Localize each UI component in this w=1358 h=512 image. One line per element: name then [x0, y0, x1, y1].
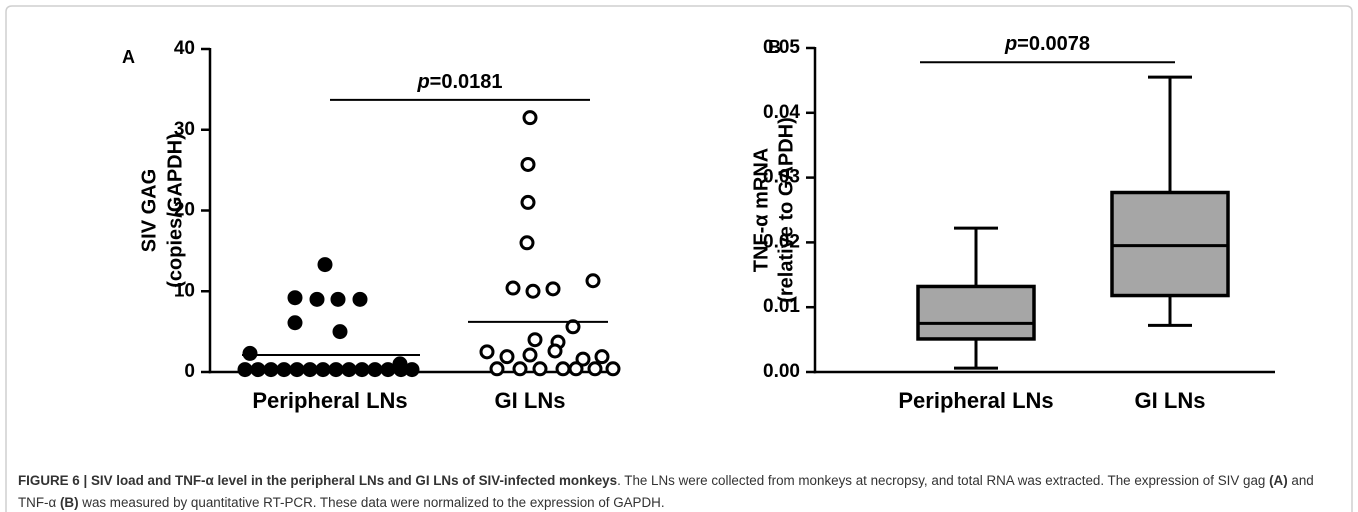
y-tick-label: 0.04	[763, 102, 800, 123]
data-point	[317, 257, 333, 273]
data-point	[520, 156, 536, 172]
data-point	[287, 315, 303, 331]
data-point	[404, 362, 420, 378]
y-tick-label: 0.02	[763, 231, 800, 252]
data-point	[545, 281, 561, 297]
x-tick-label: GI LNs	[1135, 388, 1206, 413]
x-tick-label: Peripheral LNs	[898, 388, 1053, 413]
data-point	[575, 351, 591, 367]
data-point	[594, 349, 610, 365]
data-point	[489, 361, 505, 377]
box	[916, 284, 1036, 341]
data-point	[499, 349, 515, 365]
data-point	[328, 362, 344, 378]
data-point	[547, 343, 563, 359]
panel-label: A	[122, 47, 135, 67]
data-point	[352, 291, 368, 307]
y-tick-label: 30	[174, 119, 195, 140]
y-tick-label: 0.05	[763, 37, 800, 58]
data-point	[287, 290, 303, 306]
y-tick-label: 0	[184, 361, 195, 382]
data-point	[532, 361, 548, 377]
data-point	[568, 361, 584, 377]
y-tick-label: 0.01	[763, 296, 800, 317]
y-tick-label: 10	[174, 280, 195, 301]
data-point	[527, 332, 543, 348]
data-point	[479, 344, 495, 360]
data-point	[367, 362, 383, 378]
data-point	[341, 362, 357, 378]
y-axis-label: (copies/GAPDH)	[164, 133, 186, 287]
data-point	[289, 362, 305, 378]
data-point	[242, 345, 258, 361]
caption-text: (B)	[59, 495, 79, 510]
data-point	[309, 291, 325, 307]
y-axis-label: TNF-α mRNA	[750, 148, 772, 273]
data-point	[587, 361, 603, 377]
data-point	[302, 362, 318, 378]
y-tick-label: 40	[174, 38, 195, 59]
data-point	[565, 319, 581, 335]
data-point	[555, 361, 571, 377]
data-point	[522, 110, 538, 126]
caption-text: FIGURE 6 | SIV load and TNF-α level in t…	[18, 473, 618, 488]
data-point	[332, 324, 348, 340]
data-point	[520, 194, 536, 210]
panel-label: B	[768, 37, 781, 57]
data-point	[522, 347, 538, 363]
p-value: p=0.0181	[417, 70, 503, 93]
data-point	[330, 291, 346, 307]
p-value: p=0.0078	[1004, 33, 1091, 56]
data-point	[605, 361, 621, 377]
data-point	[354, 362, 370, 378]
caption-text: . The LNs were collected from monkeys at…	[617, 473, 1270, 488]
data-point	[512, 361, 528, 377]
y-tick-label: 0.03	[763, 167, 800, 188]
caption-text: was measured by quantitative RT-PCR. The…	[78, 495, 665, 510]
y-tick-label: 0.00	[763, 361, 800, 382]
data-point	[315, 362, 331, 378]
data-point	[263, 362, 279, 378]
data-point	[519, 235, 535, 251]
caption-text: and TNF-α	[18, 473, 1314, 510]
y-tick-label: 20	[174, 200, 195, 221]
x-tick-label: GI LNs	[495, 388, 566, 413]
data-point	[505, 280, 521, 296]
data-point	[585, 273, 601, 289]
data-point	[237, 362, 253, 378]
data-point	[380, 362, 396, 378]
caption-text: (A)	[1269, 473, 1288, 488]
figure-frame	[5, 5, 1353, 512]
caption: FIGURE 6 | SIV load and TNF-α level in t…	[18, 470, 1343, 512]
box	[1110, 190, 1230, 298]
y-axis-label: (relative to GAPDH)	[775, 117, 797, 303]
data-point	[250, 362, 266, 378]
y-axis-label: SIV GAG	[138, 169, 160, 252]
x-tick-label: Peripheral LNs	[252, 388, 407, 413]
data-point	[525, 283, 541, 299]
data-point	[276, 362, 292, 378]
